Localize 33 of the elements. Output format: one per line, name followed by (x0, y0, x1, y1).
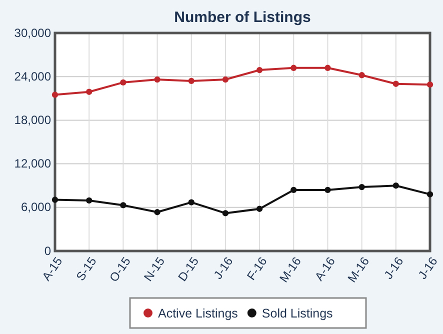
point (154, 209, 160, 216)
point (256, 66, 263, 74)
point (358, 72, 365, 78)
point (188, 199, 194, 206)
y-tick-label: 12,000 (14, 156, 52, 171)
point (256, 206, 263, 212)
point (120, 79, 126, 86)
point (86, 88, 92, 95)
point (222, 76, 229, 83)
y-tick-label: 6,000 (20, 200, 52, 214)
y-tick-label: 18,000 (14, 113, 52, 128)
legend-label: Sold Listings (262, 306, 333, 320)
point (52, 92, 58, 98)
legend-label: Active Listings (158, 306, 238, 320)
y-tick-label: 0 (44, 244, 52, 258)
point (426, 82, 434, 88)
point (154, 76, 160, 83)
point (426, 191, 434, 198)
point (290, 64, 297, 71)
point (392, 80, 399, 87)
point (392, 182, 399, 189)
y-tick-label: 30,000 (14, 26, 52, 40)
point (120, 202, 126, 208)
point (86, 197, 92, 204)
y-tick-label: 24,000 (14, 69, 52, 84)
point (324, 186, 331, 194)
point (52, 196, 58, 203)
point (290, 186, 297, 194)
chart-title: Number of Listings (174, 9, 311, 26)
point (324, 64, 331, 71)
point (222, 210, 229, 216)
point (358, 184, 365, 190)
point (188, 78, 194, 84)
